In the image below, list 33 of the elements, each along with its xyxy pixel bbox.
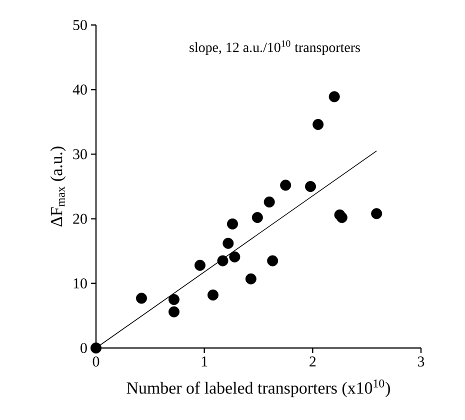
point [252, 212, 263, 224]
point [168, 306, 180, 318]
point [280, 180, 292, 191]
point [245, 273, 256, 284]
point [312, 118, 324, 130]
y-axis-title: ΔF$_{max}$ (a.u.) [50, 146, 66, 226]
point [194, 260, 206, 271]
y-tick-label: 0 [80, 342, 87, 354]
x-tick-label: 0 [92, 356, 100, 367]
point [90, 342, 102, 354]
point [336, 212, 348, 224]
point [328, 91, 340, 102]
point [208, 290, 218, 301]
y-tick-label: 30 [73, 149, 87, 160]
point [267, 255, 278, 266]
point [136, 292, 147, 304]
x-axis-title: Number of labeled transporters (x10$^{10}$) [126, 379, 390, 398]
x-tick-label: 2 [310, 356, 316, 366]
point [305, 181, 316, 192]
point [217, 255, 228, 266]
y-tick-label: 40 [72, 84, 87, 95]
point [229, 251, 240, 262]
y-tick-label: 50 [73, 20, 87, 30]
annotation: slope, 12 a.u./10$^{10}$ transporters [190, 40, 360, 55]
point [168, 294, 180, 306]
point [264, 196, 275, 208]
x-tick-label: 1 [202, 356, 208, 366]
point [371, 208, 382, 220]
point [222, 238, 234, 249]
point [227, 218, 238, 230]
y-tick-label: 10 [74, 278, 87, 288]
y-tick-label: 20 [73, 214, 87, 224]
x-tick-label: 3 [418, 356, 424, 367]
